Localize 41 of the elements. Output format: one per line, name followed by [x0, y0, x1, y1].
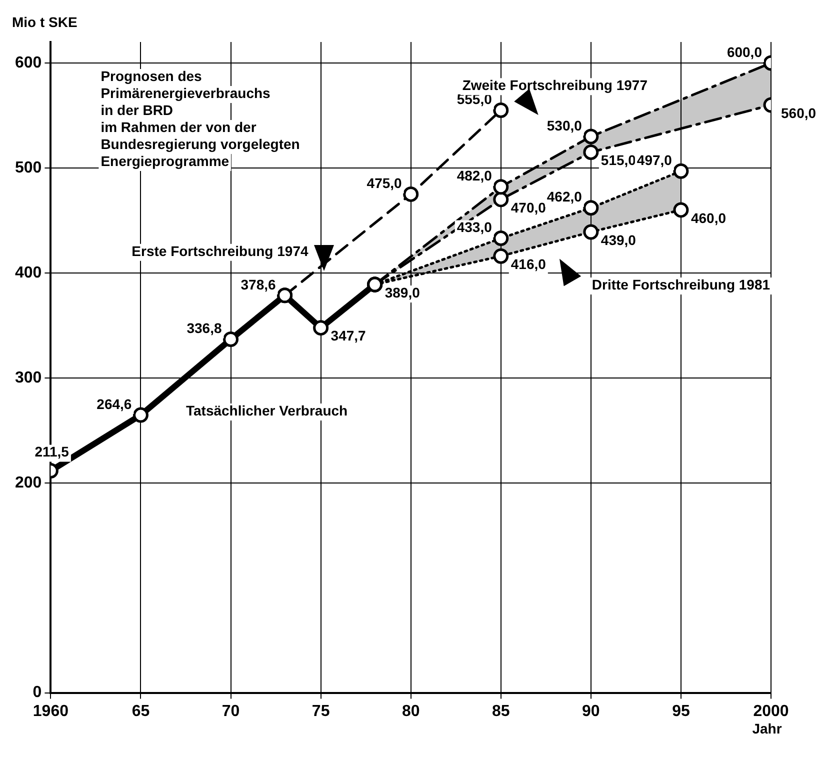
annotation: Erste Fortschreibung 1974 [132, 242, 308, 259]
x-tick-label: 70 [222, 702, 240, 720]
data-label: 433,0 [456, 219, 492, 236]
x-tick-label: 2000 [753, 702, 789, 720]
x-tick-label: 1960 [32, 702, 69, 720]
annotation: Zweite Fortschreibung 1977 [462, 76, 648, 93]
data-label: 416,0 [510, 256, 546, 272]
data-label: 264,6 [96, 396, 132, 412]
data-label: 600,0 [726, 44, 762, 60]
y-tick-label: 200 [14, 474, 42, 492]
y-tick-label: 600 [14, 54, 42, 72]
data-label: 560,0 [781, 104, 816, 121]
data-label: 439,0 [600, 232, 636, 248]
data-label: 462,0 [546, 188, 582, 205]
data-label: 515,0 [600, 152, 636, 168]
data-label: 530,0 [546, 117, 582, 134]
x-tick-label: 95 [672, 702, 690, 720]
data-label: 211,5 [34, 444, 70, 460]
y-tick-label: 500 [14, 159, 42, 176]
data-label: 378,6 [240, 276, 276, 292]
text: Prognosen des Primärenergieverbrauchs in der BRD im Rahmen der von der Bundesregierung vorgelegten Energieprogramme [100, 68, 300, 169]
x-tick-label: 75 [312, 702, 330, 720]
x-axis-title: Jahr [752, 720, 782, 737]
x-tick-label: 80 [402, 702, 420, 720]
data-label: 497,0 [636, 152, 672, 168]
y-tick-label: 300 [14, 369, 42, 386]
x-tick-label: 65 [132, 702, 150, 720]
y-tick-label: 400 [14, 264, 42, 282]
data-label: 482,0 [456, 168, 492, 184]
y-tick-label: 0 [32, 684, 42, 702]
x-tick-label: 90 [582, 702, 600, 720]
data-label: 460,0 [690, 210, 726, 226]
annotation: Dritte Fortschreibung 1981 [592, 276, 770, 292]
data-label: 389,0 [384, 284, 420, 300]
data-label: 475,0 [366, 175, 402, 192]
data-label: 347,7 [330, 328, 366, 344]
data-label: 336,8 [186, 320, 222, 336]
data-label: 470,0 [510, 199, 546, 216]
annotation: Tatsächlicher Verbrauch [186, 402, 348, 418]
y-axis-title: Mio t SKE [12, 14, 78, 30]
x-tick-label: 85 [492, 702, 510, 720]
